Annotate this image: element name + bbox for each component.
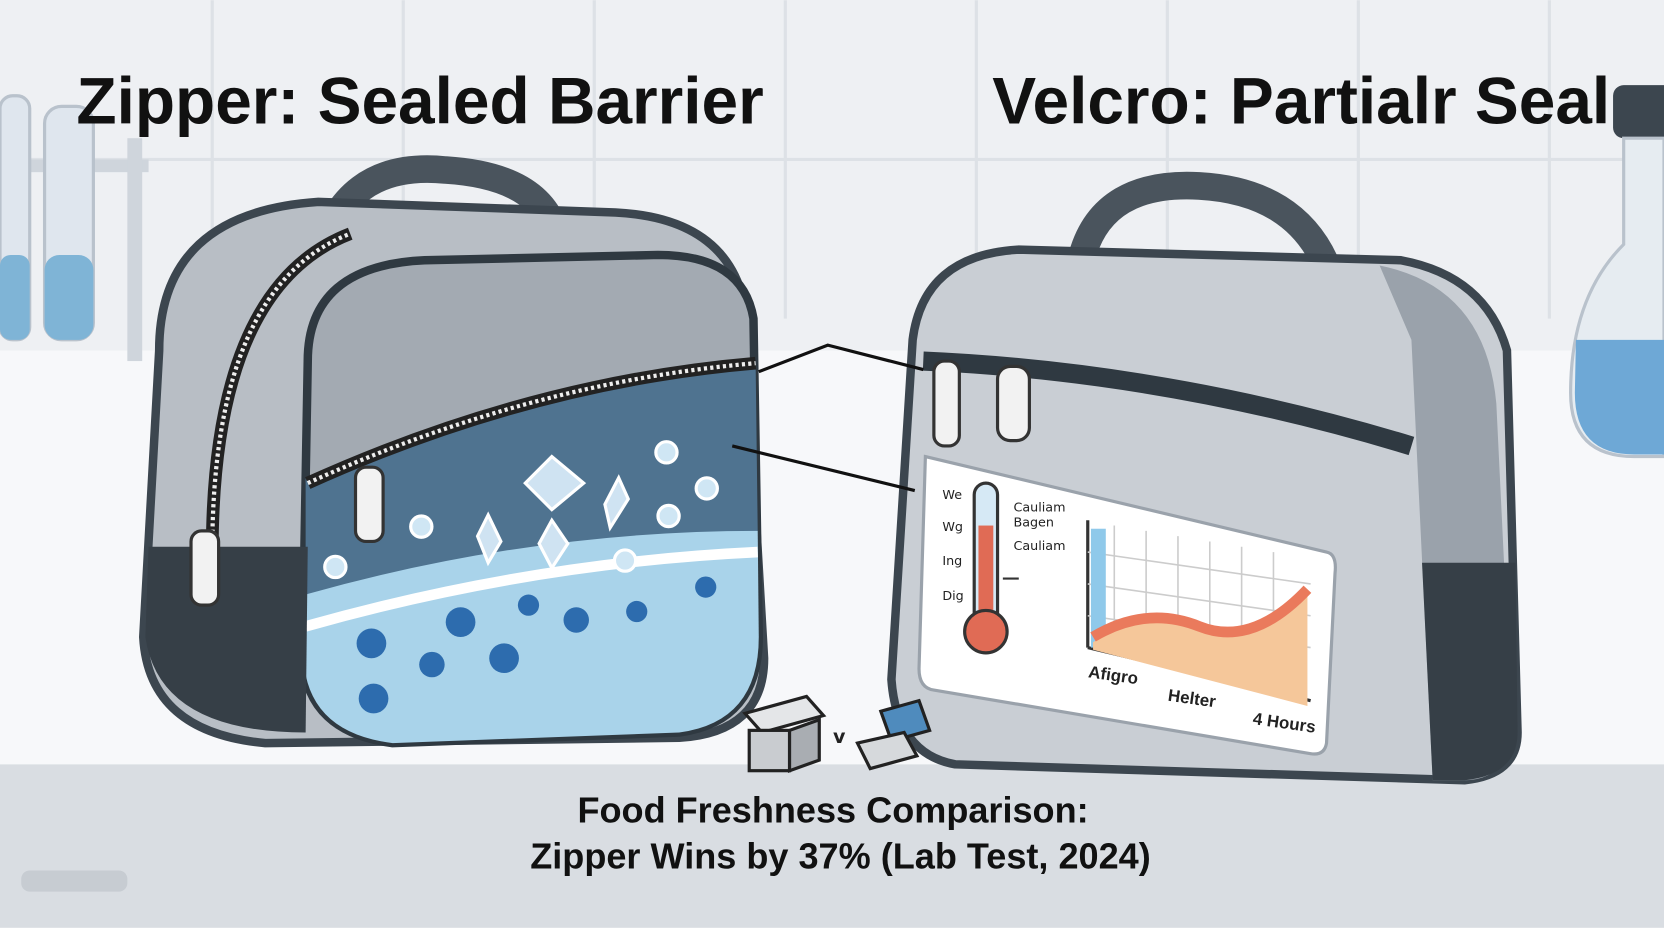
- icon-separator: v: [833, 725, 846, 748]
- drawer-handle: [21, 870, 128, 892]
- panel-legend: Cauliam: [1013, 501, 1065, 516]
- panel-legend: Bagen: [1013, 516, 1053, 531]
- panel-legend: Cauliam: [1013, 539, 1065, 554]
- zipper-bag: [139, 155, 769, 748]
- panel-y-label: Wg: [942, 520, 963, 535]
- caption-line: Food Freshness Comparison:: [577, 790, 1088, 831]
- counter-front: [0, 764, 1664, 928]
- right-title: Velcro: Partialr Seal: [992, 63, 1610, 137]
- caption-line: Zipper Wins by 37% (Lab Test, 2024): [530, 835, 1151, 876]
- panel-y-label: We: [942, 488, 962, 503]
- velcro-bag: [887, 171, 1522, 785]
- container-icons: [742, 694, 932, 773]
- panel-y-label: Ing: [942, 554, 962, 569]
- left-title: Zipper: Sealed Barrier: [76, 63, 763, 137]
- connectors: [731, 343, 924, 493]
- flask: [1569, 85, 1664, 459]
- panel-y-label: Dig: [942, 589, 963, 604]
- test-tubes: [0, 94, 149, 362]
